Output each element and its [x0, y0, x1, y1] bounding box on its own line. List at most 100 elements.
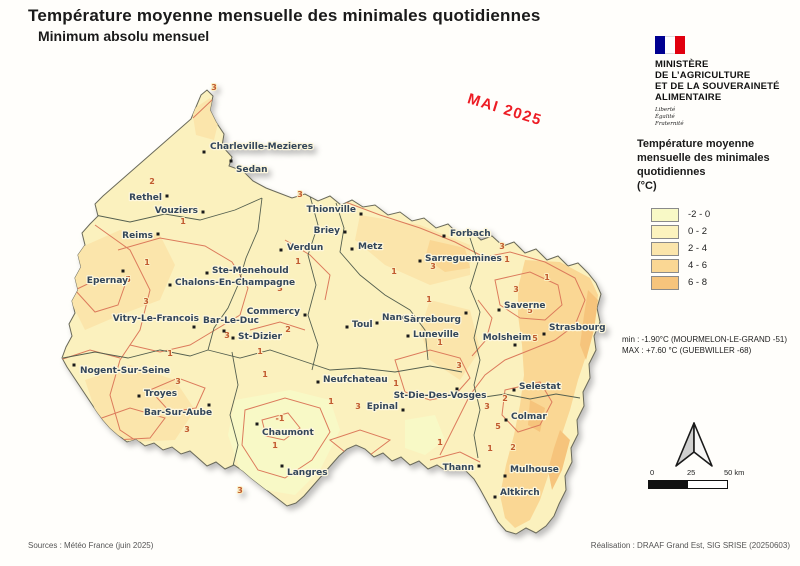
- contour-label: 1: [437, 438, 443, 447]
- city-label: Colmar: [511, 412, 547, 422]
- contour-label: 1: [295, 257, 301, 266]
- city-marker: [156, 232, 160, 236]
- city-marker: [406, 334, 410, 338]
- city-label: Reims: [122, 231, 153, 241]
- legend-swatch: [651, 275, 679, 290]
- page-subtitle: Minimum absolu mensuel: [38, 28, 210, 44]
- city-label: Mulhouse: [510, 465, 559, 475]
- city-marker: [542, 332, 546, 336]
- city-label: Commercy: [247, 307, 300, 317]
- stat-max: MAX : +7.60 °C (GUEBWILLER -68): [622, 346, 752, 355]
- city-label: Neufchateau: [323, 375, 388, 385]
- city-label: Langres: [287, 468, 328, 478]
- city-label: Luneville: [413, 330, 459, 340]
- legend-swatch: [651, 224, 679, 239]
- city-markers-and-labels: Charleville-Mezieres Sedan Rethel Vouziers R…: [72, 141, 607, 499]
- temperature-patches: [70, 98, 598, 528]
- region-outline: [61, 89, 602, 535]
- city-marker: [375, 321, 379, 325]
- ministry-name: MINISTÈRE DE L’AGRICULTURE ET DE LA SOUV…: [655, 59, 780, 103]
- city-marker: [222, 329, 226, 333]
- contour-label: 3: [211, 83, 217, 92]
- city-marker: [497, 308, 501, 312]
- scale-tick-0: 0: [650, 468, 655, 477]
- sources-note: Sources : Météo France (juin 2025): [28, 541, 154, 550]
- legend-item: 0 - 2: [651, 223, 710, 240]
- contour-label: 1: [437, 338, 443, 347]
- city-marker: [504, 418, 508, 422]
- contour-label: 3: [237, 486, 243, 495]
- city-marker: [231, 336, 235, 340]
- french-flag-icon: [655, 36, 685, 54]
- legend-range-label: 2 - 4: [688, 243, 708, 254]
- city-label: Chalons-En-Champagne: [175, 278, 295, 288]
- north-arrow-icon: [675, 422, 713, 467]
- contour-label: 3: [355, 402, 361, 411]
- city-label: Bar-Le-Duc: [203, 316, 259, 326]
- city-marker: [121, 269, 125, 273]
- scale-bar: 0 25 50 km: [648, 468, 768, 489]
- legend-range-label: 0 - 2: [688, 226, 708, 237]
- city-marker: [201, 210, 205, 214]
- city-label: Molsheim: [483, 333, 532, 343]
- city-label: Selestat: [519, 382, 562, 392]
- legend-item: 4 - 6: [651, 257, 710, 274]
- city-marker: [303, 313, 307, 317]
- city-label: Strasbourg: [549, 323, 606, 333]
- legend-range-label: -2 - 0: [688, 209, 711, 220]
- stat-min: min : -1.90°C (MOURMELON-LE-GRAND -51): [622, 335, 787, 344]
- city-label: Epinal: [367, 402, 398, 412]
- city-label: Charleville-Mezieres: [210, 142, 313, 152]
- contour-label: 1: [257, 347, 263, 356]
- city-label: Thionville: [307, 205, 356, 215]
- contour-label: 1: [393, 379, 399, 388]
- contour-label: 3: [184, 425, 190, 434]
- department-borders: [62, 195, 581, 471]
- contour-label: 1: [328, 397, 334, 406]
- flag-red-stripe: [675, 36, 685, 54]
- city-label: Metz: [358, 242, 383, 252]
- city-marker: [455, 387, 459, 391]
- city-label: Troyes: [144, 389, 177, 399]
- city-marker: [477, 464, 481, 468]
- contour-label: 1: [391, 267, 397, 276]
- contour-label: 3: [456, 361, 462, 370]
- city-label: Saverne: [504, 301, 545, 311]
- legend-range-label: 6 - 8: [688, 277, 708, 288]
- city-label: Vitry-Le-Francois: [113, 314, 199, 324]
- city-marker: [350, 247, 354, 251]
- legend-range-label: 4 - 6: [688, 260, 708, 271]
- contour-label: 1: [487, 444, 493, 453]
- scale-tick-50: 50 km: [724, 468, 745, 477]
- contour-label: 5: [532, 334, 538, 343]
- contour-label: 1: [167, 349, 173, 358]
- city-marker: [279, 248, 283, 252]
- contour-label: 1: [544, 273, 550, 282]
- city-label: Vouziers: [155, 206, 198, 216]
- contour-label: 1: [262, 370, 268, 379]
- contour-label: 5: [495, 422, 501, 431]
- contour-label: 1: [144, 258, 150, 267]
- contour-label: 3: [224, 331, 230, 340]
- contour-label: 3: [277, 284, 283, 293]
- contour-label: -1: [276, 414, 285, 423]
- contour-label: 3: [499, 242, 505, 251]
- city-marker: [513, 343, 517, 347]
- city-marker: [137, 394, 141, 398]
- contour-label: 1: [180, 217, 186, 226]
- city-label: Epernay: [87, 276, 128, 286]
- credit-note: Réalisation : DRAAF Grand Est, SIG SRISE…: [590, 541, 790, 550]
- contour-label: 1: [504, 255, 510, 264]
- contour-value-labels: 3 2 3 1 1 5 3 1 3 2 3 1 1 3 1 3 -1 1 3 1 3 3 1 3 1 1 3 5 5 1 3 1 1 3 5 2 1 2 1: [124, 82, 551, 496]
- city-label: Forbach: [450, 229, 491, 239]
- city-marker: [207, 403, 211, 407]
- contour-label: 5: [527, 306, 533, 315]
- flag-blue-stripe: [655, 36, 665, 54]
- city-label: Sedan: [236, 165, 268, 175]
- city-marker: [168, 283, 172, 287]
- city-marker: [316, 380, 320, 384]
- contour-label: 3: [297, 190, 303, 199]
- min-max-stats: min : -1.90°C (MOURMELON-LE-GRAND -51) MA…: [622, 334, 787, 356]
- city-marker: [72, 363, 76, 367]
